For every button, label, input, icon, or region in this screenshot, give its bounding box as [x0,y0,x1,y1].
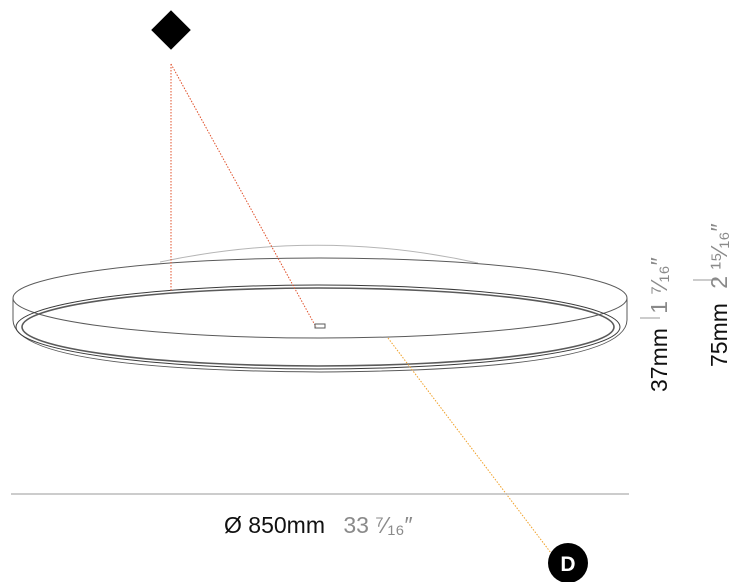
black-diamond-icon [151,10,191,50]
height-total-metric: 75mm [706,303,732,367]
red-leader-line [170,63,317,328]
fixture-diffuser-ring-outer [15,284,621,370]
height-small-imperial: 1 ⁷⁄₁₆″ [646,257,672,314]
badge-label: D [560,553,575,576]
diameter-imperial: 33 ⁷⁄₁₆″ [343,512,412,538]
height-small-label: 37mm 1 ⁷⁄₁₆″ [646,257,672,392]
fixture-outer-rim-side [12,298,628,373]
height-total-imperial: 2 ¹⁵⁄₁₆″ [706,223,732,288]
height-small-metric: 37mm [646,328,672,392]
center-connector [314,323,326,329]
black-circle-icon [548,543,588,582]
fixture-diffuser-ring-inner [21,287,615,367]
diameter-label: Ø 850mm 33 ⁷⁄₁₆″ [224,512,413,538]
height-total-label: 75mm 2 ¹⁵⁄₁₆″ [706,223,732,367]
fixture-dome-outline [159,244,479,264]
diameter-metric: Ø 850mm [224,512,325,538]
